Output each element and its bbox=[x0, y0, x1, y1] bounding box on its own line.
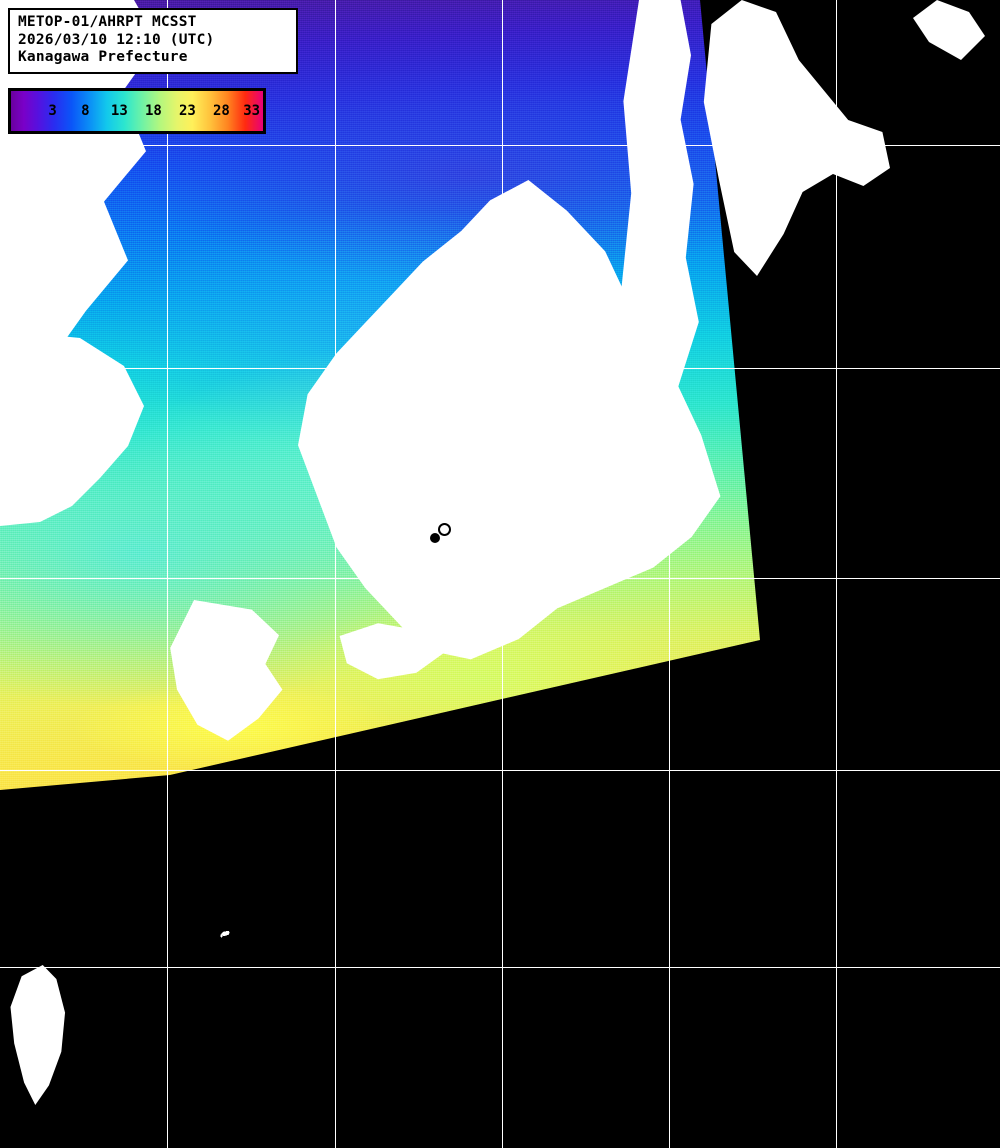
colorbar-tick: 13 bbox=[110, 103, 128, 119]
gridline-vertical bbox=[669, 0, 670, 1148]
colorbar-gradient bbox=[11, 91, 263, 131]
latitude-label-40n: 40N bbox=[10, 348, 35, 363]
land-kuril-islands bbox=[830, 120, 1000, 290]
gridline-vertical bbox=[167, 0, 168, 1148]
colorbar-tick: 8 bbox=[81, 103, 90, 119]
colorbar-tick-labels: 3 8 13 18 23 28 33 bbox=[11, 91, 263, 131]
title-sensor-line: METOP-01/AHRPT MCSST bbox=[18, 14, 197, 30]
observation-site-filled-marker bbox=[430, 533, 440, 543]
sst-colorbar: 3 8 13 18 23 28 33 bbox=[8, 88, 266, 134]
longitude-label-140e: 140E bbox=[663, 4, 678, 38]
gridline-horizontal bbox=[0, 368, 1000, 369]
colorbar-tick: 23 bbox=[178, 103, 196, 119]
gridline-horizontal bbox=[0, 967, 1000, 968]
gridline-horizontal bbox=[0, 145, 1000, 146]
observation-site-open-marker bbox=[438, 523, 451, 536]
gridline-horizontal bbox=[0, 578, 1000, 579]
colorbar-tick: 28 bbox=[212, 103, 230, 119]
colorbar-tick: 33 bbox=[243, 103, 261, 119]
gridline-vertical bbox=[335, 0, 336, 1148]
title-region-line: Kanagawa Prefecture bbox=[18, 49, 188, 65]
colorbar-tick: 18 bbox=[144, 103, 162, 119]
land-ryukyu-islands bbox=[220, 930, 400, 1000]
gridline-vertical bbox=[836, 0, 837, 1148]
title-datetime-line: 2026/03/10 12:10 (UTC) bbox=[18, 31, 215, 48]
title-box: METOP-01/AHRPT MCSST 2026/03/10 12:10 (U… bbox=[8, 8, 298, 74]
colorbar-tick: 3 bbox=[48, 103, 57, 119]
gridline-horizontal bbox=[0, 770, 1000, 771]
gridline-vertical bbox=[502, 0, 503, 1148]
